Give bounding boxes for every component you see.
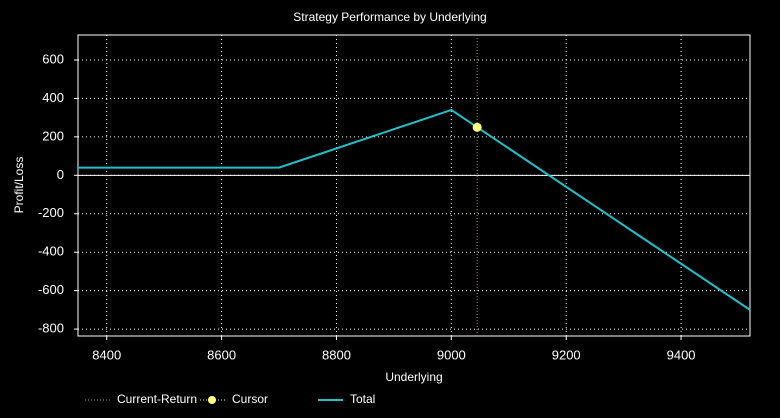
y-tick-label: 600 [42,51,64,66]
total-line [78,108,751,311]
x-axis-label: Underlying [385,370,442,384]
legend-label: Current-Return [117,392,197,406]
legend-label: Total [350,392,375,406]
y-tick-label: 400 [42,90,64,105]
y-tick-label: 0 [57,167,64,182]
x-tick-label: 8400 [92,347,121,362]
plot-frame [77,34,751,337]
y-tick-label: -400 [38,244,64,259]
y-tick-label: 200 [42,128,64,143]
x-tick-label: 8600 [207,347,236,362]
y-tick-label: -200 [38,205,64,220]
legend-swatch [208,396,216,404]
legend-label: Cursor [232,392,268,406]
y-axis-label: Profit/Loss [12,157,26,214]
cursor-point [472,122,482,132]
x-tick-label: 9200 [552,347,581,362]
y-tick-label: -800 [38,321,64,336]
x-tick-label: 8800 [322,347,351,362]
y-tick-label: -600 [38,282,64,297]
x-tick-label: 9000 [437,347,466,362]
x-tick-label: 9400 [667,347,696,362]
chart-title: Strategy Performance by Underlying [293,10,486,24]
